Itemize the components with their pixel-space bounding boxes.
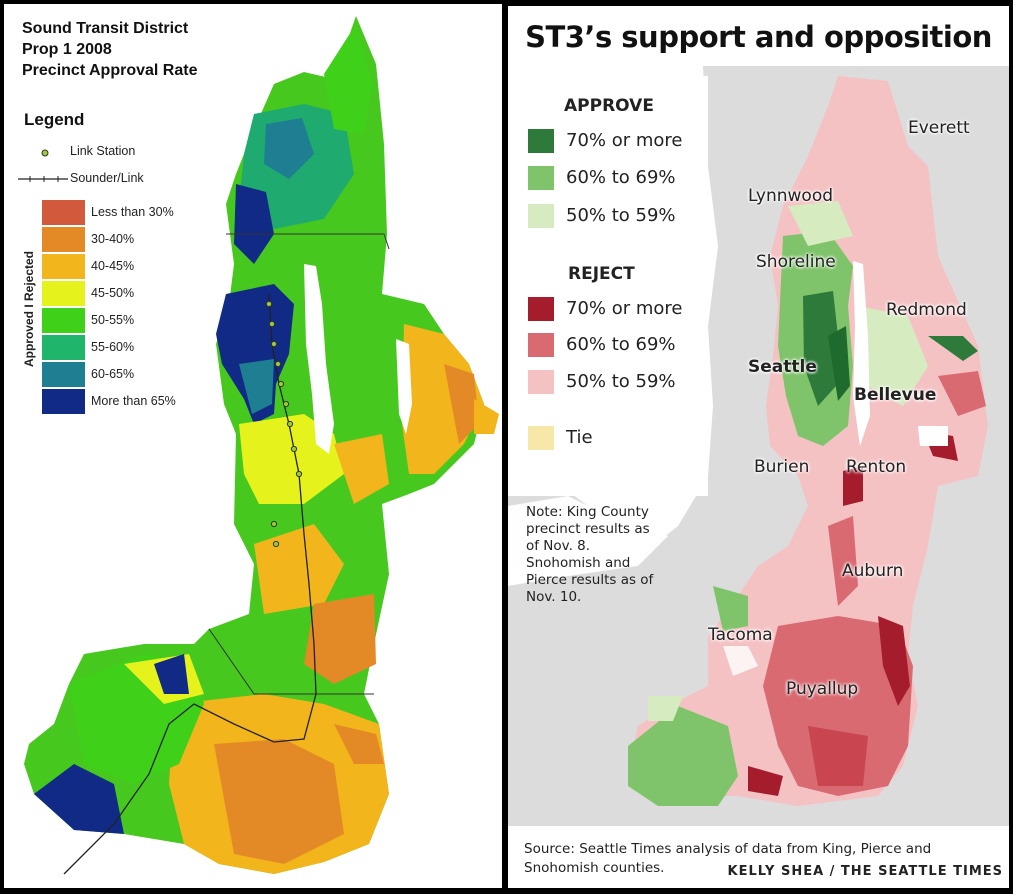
left-map-title: Sound Transit District Prop 1 2008 Preci… (22, 18, 197, 81)
left-map-panel: Sound Transit District Prop 1 2008 Preci… (4, 4, 502, 888)
city-auburn: Auburn (842, 561, 904, 581)
legend-label-40-45: 40-45% (91, 259, 135, 273)
city-bellevue: Bellevue (854, 385, 937, 405)
approve-60-label: 60% to 69% (566, 167, 676, 188)
city-burien: Burien (754, 457, 810, 477)
approve-70-label: 70% or more (566, 130, 683, 151)
swatch-45-50 (42, 281, 85, 306)
city-lynnwood: Lynnwood (748, 186, 834, 206)
swatch-less-than-30 (42, 200, 85, 225)
city-shoreline: Shoreline (756, 252, 836, 272)
reject-50-label: 50% to 59% (566, 371, 676, 392)
city-redmond: Redmond (886, 300, 967, 320)
legend-label-45-50: 45-50% (91, 286, 135, 300)
swatch-55-60 (42, 335, 85, 360)
legend-label-50-55: 50-55% (91, 313, 135, 327)
right-legend: APPROVE 70% or more 60% to 69% 50% to 59… (508, 76, 708, 496)
county-shape (628, 76, 988, 806)
legend-label-more-than-65: More than 65% (91, 394, 176, 408)
left-district-map (24, 16, 499, 875)
station-dot-icon (41, 149, 49, 157)
link-stations (265, 300, 303, 548)
city-puyallup: Puyallup (786, 679, 859, 699)
sounder-link-line (63, 293, 317, 875)
swatch-approve-70 (528, 129, 554, 153)
approved-rejected-axis-label: Approved I Rejected (22, 250, 36, 368)
reject-heading: REJECT (568, 264, 635, 284)
legend-sounder-link: Sounder/Link (70, 171, 144, 185)
tacoma-green-region (713, 586, 748, 631)
lake-washington-right (853, 261, 870, 446)
approve-50-label: 50% to 59% (566, 205, 676, 226)
title-line-2: Prop 1 2008 (22, 41, 112, 58)
city-seattle: Seattle (748, 357, 817, 377)
swatch-60-65 (42, 362, 85, 387)
swatch-tie (528, 426, 554, 450)
source-text: Source: Seattle Times analysis of data f… (524, 841, 932, 876)
swatch-30-40 (42, 227, 85, 252)
swatch-more-than-65 (42, 389, 85, 414)
reject-70-label: 70% or more (566, 298, 683, 319)
right-results-map (508, 66, 1009, 826)
legend-title: Legend (24, 110, 85, 129)
swatch-40-45 (42, 254, 85, 279)
legend-label-less-than-30: Less than 30% (91, 205, 174, 219)
swatch-50-55 (42, 308, 85, 333)
title-line-1: Sound Transit District (22, 20, 189, 37)
legend-label-30-40: 30-40% (91, 232, 135, 246)
city-renton: Renton (846, 457, 907, 477)
footer (508, 828, 1009, 888)
legend-label-55-60: 55-60% (91, 340, 135, 354)
tie-label: Tie (566, 427, 593, 448)
results-note: Note: King County precinct results as of… (526, 504, 654, 605)
city-tacoma: Tacoma (708, 625, 773, 645)
credit-text: KELLY SHEA / THE SEATTLE TIMES (727, 864, 1003, 879)
swatch-approve-60 (528, 166, 554, 190)
reject-60-label: 60% to 69% (566, 334, 676, 355)
swatch-reject-50 (528, 370, 554, 394)
lake-washington (304, 264, 334, 454)
legend-link-station: Link Station (70, 144, 136, 158)
rail-line-icon (18, 176, 68, 182)
seattle-core (216, 284, 294, 424)
swatch-reject-60 (528, 333, 554, 357)
approve-heading: APPROVE (564, 96, 654, 116)
city-everett: Everett (908, 118, 970, 138)
legend-label-60-65: 60-65% (91, 367, 135, 381)
swatch-reject-70 (528, 297, 554, 321)
pierce-red-region (763, 616, 913, 796)
right-map-title: ST3’s support and opposition (525, 20, 992, 54)
swatch-approve-50 (528, 204, 554, 228)
title-line-3: Precinct Approval Rate (22, 62, 198, 79)
right-map-panel: ST3’s support and opposition APPROVE 70%… (508, 6, 1009, 888)
